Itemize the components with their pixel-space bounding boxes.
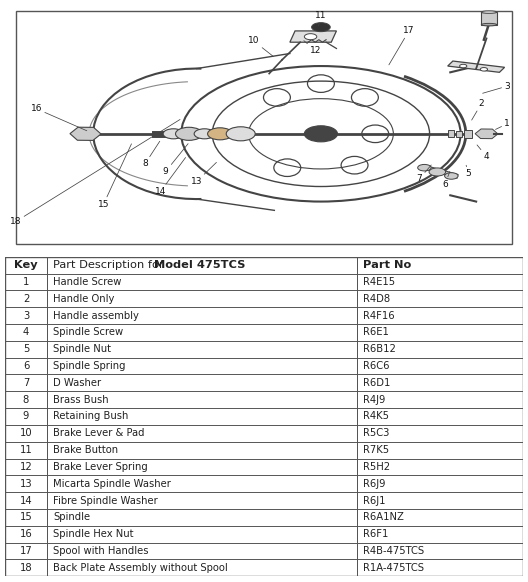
FancyBboxPatch shape: [16, 11, 512, 244]
Bar: [457, 131, 461, 137]
Text: 17: 17: [389, 26, 414, 65]
Circle shape: [418, 165, 431, 171]
Text: R4E15: R4E15: [363, 277, 395, 287]
Text: 2: 2: [23, 294, 29, 304]
Text: R6C6: R6C6: [363, 361, 390, 371]
Text: 11: 11: [315, 12, 327, 26]
Text: Fibre Spindle Washer: Fibre Spindle Washer: [53, 495, 158, 506]
Text: 18: 18: [10, 119, 180, 226]
Text: R6E1: R6E1: [363, 328, 389, 338]
Text: R6J9: R6J9: [363, 479, 386, 489]
Circle shape: [208, 128, 232, 140]
Circle shape: [163, 129, 184, 139]
Text: Spindle Hex Nut: Spindle Hex Nut: [53, 529, 134, 539]
Text: 12: 12: [304, 41, 322, 55]
Text: 8: 8: [23, 395, 29, 404]
Text: Retaining Bush: Retaining Bush: [53, 411, 128, 421]
Text: 4: 4: [477, 145, 489, 161]
Text: 2: 2: [472, 99, 484, 120]
Text: R6J1: R6J1: [363, 495, 386, 506]
Text: 15: 15: [20, 512, 32, 522]
Text: Brake Lever & Pad: Brake Lever & Pad: [53, 428, 144, 438]
Text: 7: 7: [417, 165, 431, 183]
Ellipse shape: [482, 11, 497, 13]
Text: 18: 18: [20, 563, 32, 573]
Circle shape: [226, 127, 255, 141]
Ellipse shape: [482, 23, 497, 26]
Text: Brake Lever Spring: Brake Lever Spring: [53, 462, 148, 472]
Text: R6D1: R6D1: [363, 378, 391, 388]
Text: 16: 16: [31, 104, 87, 131]
Circle shape: [445, 173, 458, 179]
Text: Brass Bush: Brass Bush: [53, 395, 109, 404]
Text: 8: 8: [142, 141, 160, 168]
Bar: [448, 130, 454, 137]
Text: 5: 5: [23, 344, 29, 354]
Text: 6: 6: [23, 361, 29, 371]
Text: 17: 17: [20, 546, 32, 556]
Text: 11: 11: [20, 445, 32, 455]
Text: 4: 4: [23, 328, 29, 338]
Text: 14: 14: [155, 158, 185, 196]
Text: 9: 9: [163, 144, 188, 176]
Text: R1A-475TCS: R1A-475TCS: [363, 563, 425, 573]
Circle shape: [194, 129, 215, 139]
Text: 16: 16: [20, 529, 32, 539]
Circle shape: [304, 34, 317, 40]
FancyBboxPatch shape: [5, 257, 523, 576]
Text: 9: 9: [23, 411, 29, 421]
Polygon shape: [290, 31, 336, 42]
Text: 12: 12: [20, 462, 32, 472]
Text: Micarta Spindle Washer: Micarta Spindle Washer: [53, 479, 171, 489]
Text: 5: 5: [466, 165, 472, 179]
Text: 1: 1: [23, 277, 29, 287]
Polygon shape: [448, 61, 505, 72]
Text: 1: 1: [495, 119, 510, 129]
Text: Spindle: Spindle: [53, 512, 90, 522]
Text: 13: 13: [191, 162, 216, 186]
Text: Handle assembly: Handle assembly: [53, 311, 139, 321]
Text: R6A1NZ: R6A1NZ: [363, 512, 404, 522]
Text: Back Plate Assembly without Spool: Back Plate Assembly without Spool: [53, 563, 228, 573]
Text: Spool with Handles: Spool with Handles: [53, 546, 148, 556]
Circle shape: [312, 23, 330, 31]
Text: 15: 15: [98, 144, 131, 208]
Circle shape: [480, 68, 487, 71]
Text: 3: 3: [483, 81, 510, 93]
Text: R7K5: R7K5: [363, 445, 390, 455]
Text: Handle Screw: Handle Screw: [53, 277, 121, 287]
Text: 3: 3: [23, 311, 29, 321]
Text: 10: 10: [20, 428, 32, 438]
Text: Brake Button: Brake Button: [53, 445, 118, 455]
Polygon shape: [482, 12, 497, 24]
Text: Spindle Spring: Spindle Spring: [53, 361, 125, 371]
Text: Model 475TCS: Model 475TCS: [154, 260, 245, 270]
Text: 7: 7: [23, 378, 29, 388]
Text: Key: Key: [14, 260, 38, 270]
Circle shape: [459, 64, 467, 68]
Text: R6F1: R6F1: [363, 529, 389, 539]
Text: 14: 14: [20, 495, 32, 506]
Text: Part No: Part No: [363, 260, 412, 270]
Circle shape: [175, 127, 202, 140]
Text: Handle Only: Handle Only: [53, 294, 114, 304]
Text: Part Description for: Part Description for: [53, 260, 167, 270]
Text: R4F16: R4F16: [363, 311, 395, 321]
Text: 13: 13: [20, 479, 32, 489]
Text: D Washer: D Washer: [53, 378, 101, 388]
Text: R4K5: R4K5: [363, 411, 389, 421]
Circle shape: [304, 126, 337, 142]
Text: R4B-475TCS: R4B-475TCS: [363, 546, 425, 556]
Text: R5C3: R5C3: [363, 428, 390, 438]
Circle shape: [429, 168, 446, 176]
Text: Spindle Nut: Spindle Nut: [53, 344, 111, 354]
Text: R4J9: R4J9: [363, 395, 386, 404]
Text: 6: 6: [442, 172, 450, 189]
Text: Spindle Screw: Spindle Screw: [53, 328, 123, 338]
Text: R4D8: R4D8: [363, 294, 391, 304]
Bar: [464, 130, 472, 137]
Text: R6B12: R6B12: [363, 344, 396, 354]
Text: R5H2: R5H2: [363, 462, 391, 472]
Text: 10: 10: [248, 37, 274, 56]
